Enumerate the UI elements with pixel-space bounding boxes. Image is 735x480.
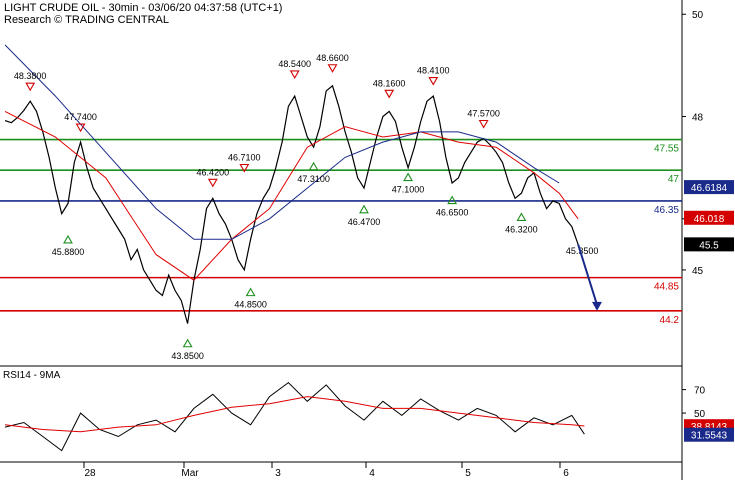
price-box-label: 46.018 (694, 214, 725, 225)
x-tick-label: Mar (181, 468, 199, 479)
chart-subtitle: Research © TRADING CENTRAL (4, 14, 169, 26)
level-label: 44.2 (660, 315, 680, 326)
low-label: 47.3100 (297, 174, 330, 184)
low-label: 47.1000 (392, 185, 425, 195)
low-marker-icon (447, 195, 458, 205)
forecast-arrow-head-icon (592, 301, 602, 311)
high-label: 46.7100 (228, 152, 261, 162)
price-y-tick-label: 50 (692, 10, 704, 21)
high-marker-icon (207, 178, 218, 188)
high-marker-icon (289, 70, 300, 80)
price-panel: 4546485047.554746.3544.8544.248.380047.7… (0, 10, 734, 361)
low-marker-icon (245, 287, 256, 297)
price-box-label: 46.6184 (691, 183, 728, 194)
high-marker-icon (384, 89, 395, 99)
low-marker-icon (516, 212, 527, 221)
rsi-value-box-label: 38.8143 (691, 422, 728, 433)
chart-title: LIGHT CRUDE OIL - 30min - 03/06/20 04:37… (4, 2, 282, 14)
price-y-tick-label: 48 (692, 113, 704, 124)
x-tick-label: 6 (563, 468, 569, 479)
high-label: 47.7400 (64, 112, 97, 122)
high-marker-icon (327, 64, 338, 73)
x-tick-label: 4 (369, 468, 375, 479)
low-marker-icon (182, 338, 193, 348)
price-box-label: 45.5 (699, 240, 719, 251)
ma_slow-line (4, 44, 560, 240)
low-label: 44.8500 (234, 300, 267, 310)
time-axis: 28 Mar 3 4 5 6 (83, 462, 569, 479)
high-label: 48.4100 (417, 66, 450, 76)
rsi-value-box-label: 31.5543 (691, 431, 728, 442)
ma_fast-line (4, 110, 579, 281)
rsi-panel-label: RSI14 - 9MA (3, 370, 61, 381)
x-tick-label: 3 (275, 468, 281, 479)
price-box (684, 210, 734, 225)
level-label: 44.85 (654, 282, 679, 293)
level-label: 47.55 (654, 144, 679, 155)
low-label: 46.6500 (436, 208, 469, 218)
low-label: 45.8800 (52, 247, 85, 257)
low-marker-icon (403, 172, 414, 182)
low-marker-icon (63, 234, 73, 244)
rsi-y-tick-label: 50 (694, 409, 706, 420)
high-marker-icon (478, 119, 489, 129)
high-label: 46.4200 (197, 167, 230, 177)
low-label: 46.4700 (348, 217, 381, 227)
rsi_ma-line (4, 396, 585, 433)
high-label: 48.5400 (278, 59, 311, 69)
low-label: 43.8500 (171, 351, 204, 361)
high-label: 48.1600 (373, 78, 406, 88)
high-marker-icon (428, 76, 439, 86)
high-marker-icon (25, 82, 36, 92)
level-label: 47 (668, 174, 680, 185)
rsi-y-tick-label: 70 (694, 386, 706, 397)
high-marker-icon (239, 163, 250, 173)
low-marker-icon (308, 161, 319, 171)
price-box (684, 237, 734, 252)
price-box (684, 180, 734, 195)
high-label: 47.5700 (467, 109, 500, 119)
high-marker-icon (75, 123, 86, 133)
low-label: 46.3200 (505, 224, 538, 234)
x-tick-label: 28 (84, 468, 96, 479)
x-tick-label: 5 (465, 468, 471, 479)
high-label: 48.3800 (14, 71, 47, 81)
target-label: 45.3500 (566, 246, 599, 256)
rsi-value-box (684, 427, 734, 442)
level-label: 46.35 (654, 205, 679, 216)
price-line (4, 84, 579, 324)
rsi-line (4, 381, 585, 452)
price-y-tick-label: 45 (692, 266, 704, 277)
high-label: 48.6600 (316, 53, 349, 63)
low-marker-icon (359, 204, 369, 214)
forecast-arrow-line (577, 244, 598, 306)
